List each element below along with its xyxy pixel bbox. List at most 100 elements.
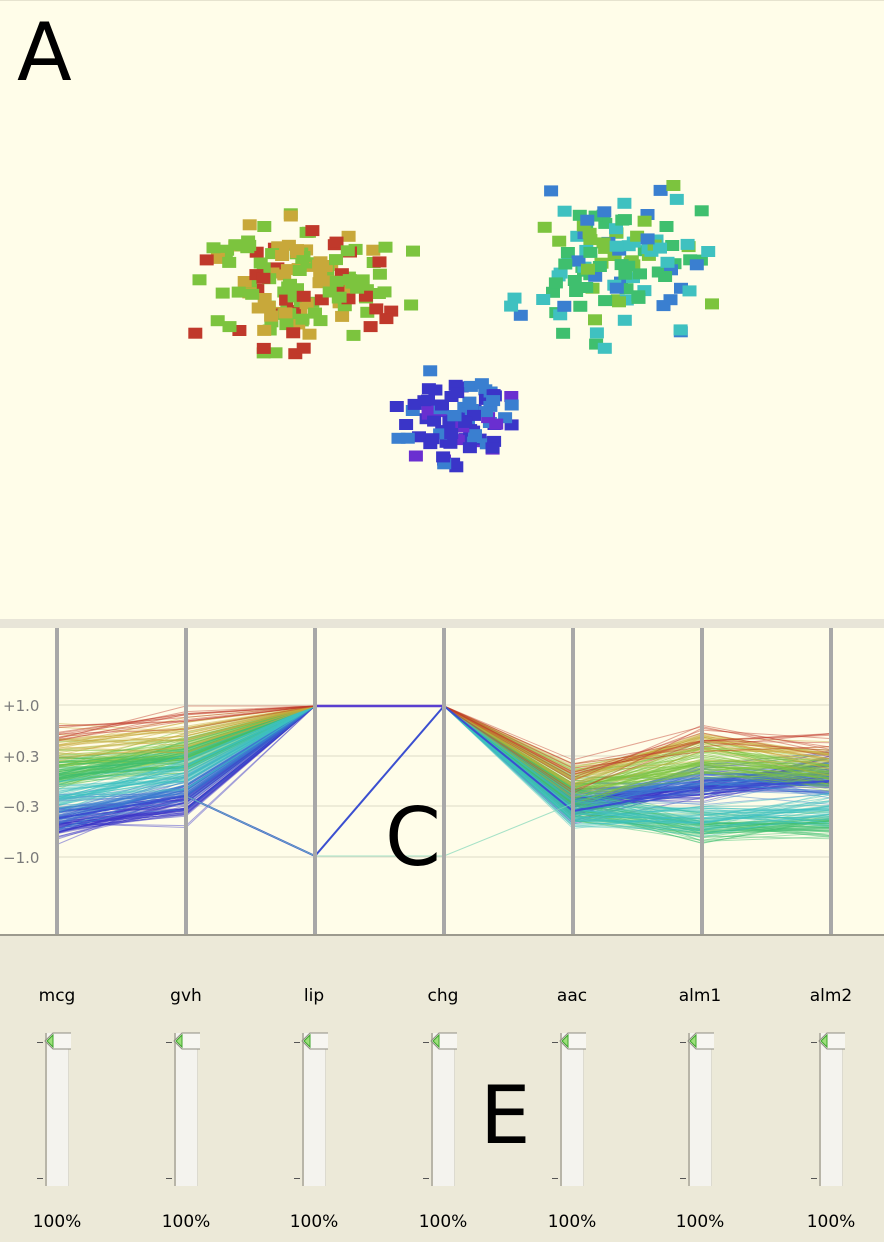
data-point[interactable] — [609, 282, 624, 294]
data-point[interactable] — [558, 258, 573, 270]
data-point[interactable] — [479, 406, 493, 418]
data-point[interactable] — [237, 276, 252, 287]
data-point[interactable] — [350, 282, 365, 294]
data-point[interactable] — [674, 282, 688, 294]
data-point[interactable] — [589, 338, 604, 350]
data-point[interactable] — [478, 393, 493, 405]
data-point[interactable] — [598, 217, 613, 229]
data-point[interactable] — [341, 293, 356, 305]
data-point[interactable] — [329, 254, 343, 266]
data-point[interactable] — [588, 270, 603, 282]
data-point[interactable] — [619, 294, 634, 306]
data-point[interactable] — [573, 300, 588, 312]
weight-slider-track-alm1[interactable] — [688, 1033, 712, 1186]
parallel-coordinates-panel[interactable]: +1.0 +0.3 −0.3 −1.0 C — [0, 628, 884, 934]
weight-slider-thumb-alm2[interactable] — [817, 1031, 845, 1051]
data-point[interactable] — [447, 421, 462, 433]
data-point[interactable] — [299, 298, 314, 310]
data-point[interactable] — [232, 325, 247, 336]
data-point[interactable] — [567, 275, 582, 286]
data-point[interactable] — [366, 244, 381, 256]
data-point[interactable] — [188, 327, 203, 339]
data-point[interactable] — [330, 283, 345, 294]
data-point[interactable] — [665, 240, 680, 251]
weight-slider-track-gvh[interactable] — [174, 1033, 198, 1186]
data-point[interactable] — [583, 246, 598, 258]
data-point[interactable] — [265, 248, 280, 260]
data-point[interactable] — [513, 309, 528, 321]
data-point[interactable] — [615, 214, 630, 226]
axis-aac[interactable] — [571, 628, 575, 934]
data-point[interactable] — [536, 294, 551, 305]
data-point[interactable] — [481, 412, 496, 424]
data-point[interactable] — [664, 264, 678, 276]
data-point[interactable] — [453, 434, 468, 446]
data-point[interactable] — [570, 230, 585, 242]
data-point[interactable] — [251, 302, 266, 314]
data-point[interactable] — [242, 239, 257, 251]
data-point[interactable] — [391, 432, 406, 444]
data-point[interactable] — [292, 265, 307, 276]
data-point[interactable] — [412, 431, 426, 443]
axis-gvh[interactable] — [184, 628, 188, 934]
data-point[interactable] — [589, 327, 604, 339]
data-point[interactable] — [355, 274, 370, 286]
data-point[interactable] — [454, 381, 469, 393]
data-point[interactable] — [283, 278, 297, 290]
data-point[interactable] — [433, 428, 448, 440]
data-point[interactable] — [253, 257, 268, 269]
data-point[interactable] — [268, 347, 283, 359]
data-point[interactable] — [489, 418, 504, 430]
data-point[interactable] — [312, 277, 327, 289]
data-point[interactable] — [335, 310, 350, 322]
weight-slider-track-aac[interactable] — [560, 1033, 584, 1186]
data-point[interactable] — [663, 294, 678, 306]
data-point[interactable] — [682, 285, 697, 297]
data-point[interactable] — [256, 272, 271, 284]
data-point[interactable] — [192, 274, 207, 286]
data-point[interactable] — [504, 300, 519, 312]
data-point[interactable] — [377, 286, 392, 298]
data-point[interactable] — [609, 240, 624, 252]
data-point[interactable] — [553, 267, 568, 279]
data-point[interactable] — [621, 240, 636, 252]
data-point[interactable] — [463, 380, 478, 392]
data-point[interactable] — [369, 303, 384, 315]
data-point[interactable] — [598, 295, 613, 307]
data-point[interactable] — [264, 310, 279, 322]
data-point[interactable] — [462, 396, 477, 408]
data-point[interactable] — [313, 315, 328, 327]
data-point[interactable] — [281, 239, 296, 251]
data-point[interactable] — [640, 233, 655, 245]
weight-slider-thumb-lip[interactable] — [300, 1031, 328, 1051]
weight-slider-track-alm2[interactable] — [819, 1033, 843, 1186]
data-point[interactable] — [485, 442, 500, 454]
weight-slider-track-mcg[interactable] — [45, 1033, 69, 1186]
data-point[interactable] — [617, 314, 632, 326]
data-point[interactable] — [474, 378, 489, 390]
data-point[interactable] — [279, 294, 294, 306]
data-point[interactable] — [305, 225, 320, 237]
data-point[interactable] — [384, 305, 399, 317]
data-point[interactable] — [280, 264, 295, 276]
weight-slider-track-lip[interactable] — [302, 1033, 326, 1186]
data-point[interactable] — [437, 458, 452, 470]
data-point[interactable] — [436, 451, 451, 463]
data-point[interactable] — [295, 313, 310, 325]
data-point[interactable] — [296, 251, 311, 262]
axis-alm1[interactable] — [700, 628, 704, 934]
data-point[interactable] — [557, 205, 572, 217]
data-point[interactable] — [464, 404, 479, 415]
data-point[interactable] — [389, 401, 404, 412]
data-point[interactable] — [283, 210, 298, 222]
data-point[interactable] — [507, 292, 522, 304]
data-point[interactable] — [546, 286, 560, 298]
data-point[interactable] — [261, 301, 276, 312]
data-point[interactable] — [346, 329, 361, 341]
data-point[interactable] — [332, 291, 347, 303]
data-point[interactable] — [446, 457, 461, 469]
data-point[interactable] — [580, 214, 595, 226]
data-point[interactable] — [322, 286, 337, 298]
data-point[interactable] — [579, 282, 594, 293]
data-point[interactable] — [404, 299, 419, 311]
